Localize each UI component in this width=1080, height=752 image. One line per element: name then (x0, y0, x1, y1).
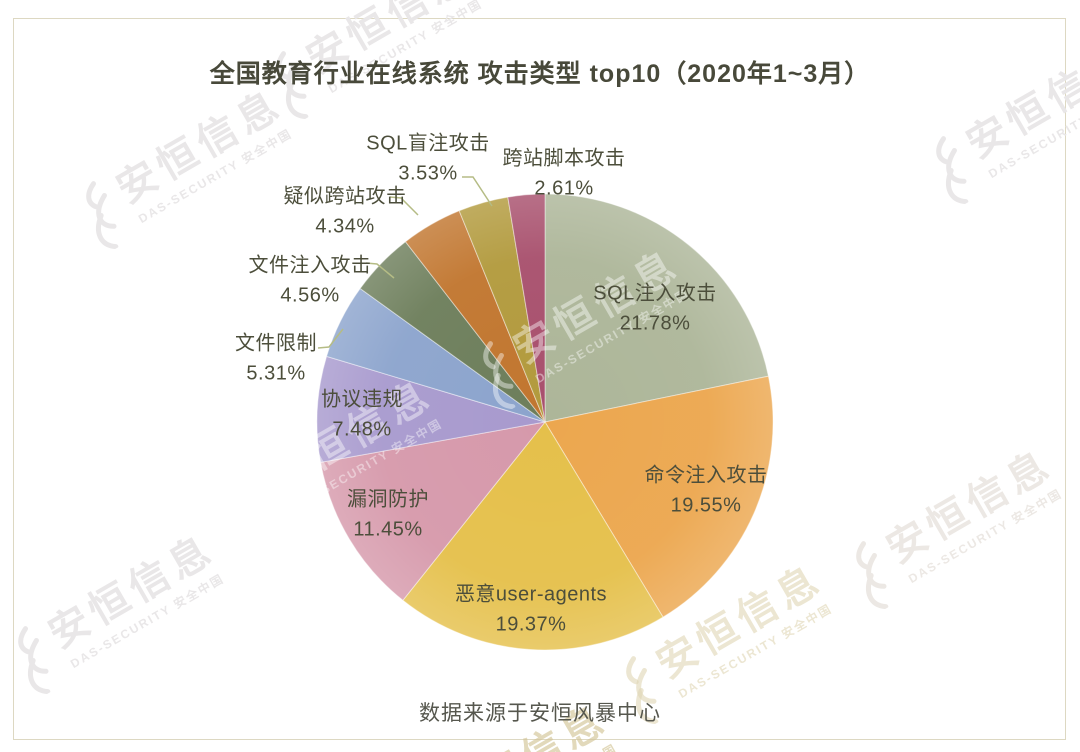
leader-line (317, 328, 344, 349)
leader-line (365, 262, 395, 279)
pie-rim-highlight (317, 194, 773, 650)
chart-title: 全国教育行业在线系统 攻击类型 top10（2020年1~3月） (209, 60, 871, 88)
leader-line (462, 176, 493, 207)
data-source-note: 数据来源于安恒风暴中心 (419, 702, 661, 725)
leader-line (389, 196, 419, 216)
